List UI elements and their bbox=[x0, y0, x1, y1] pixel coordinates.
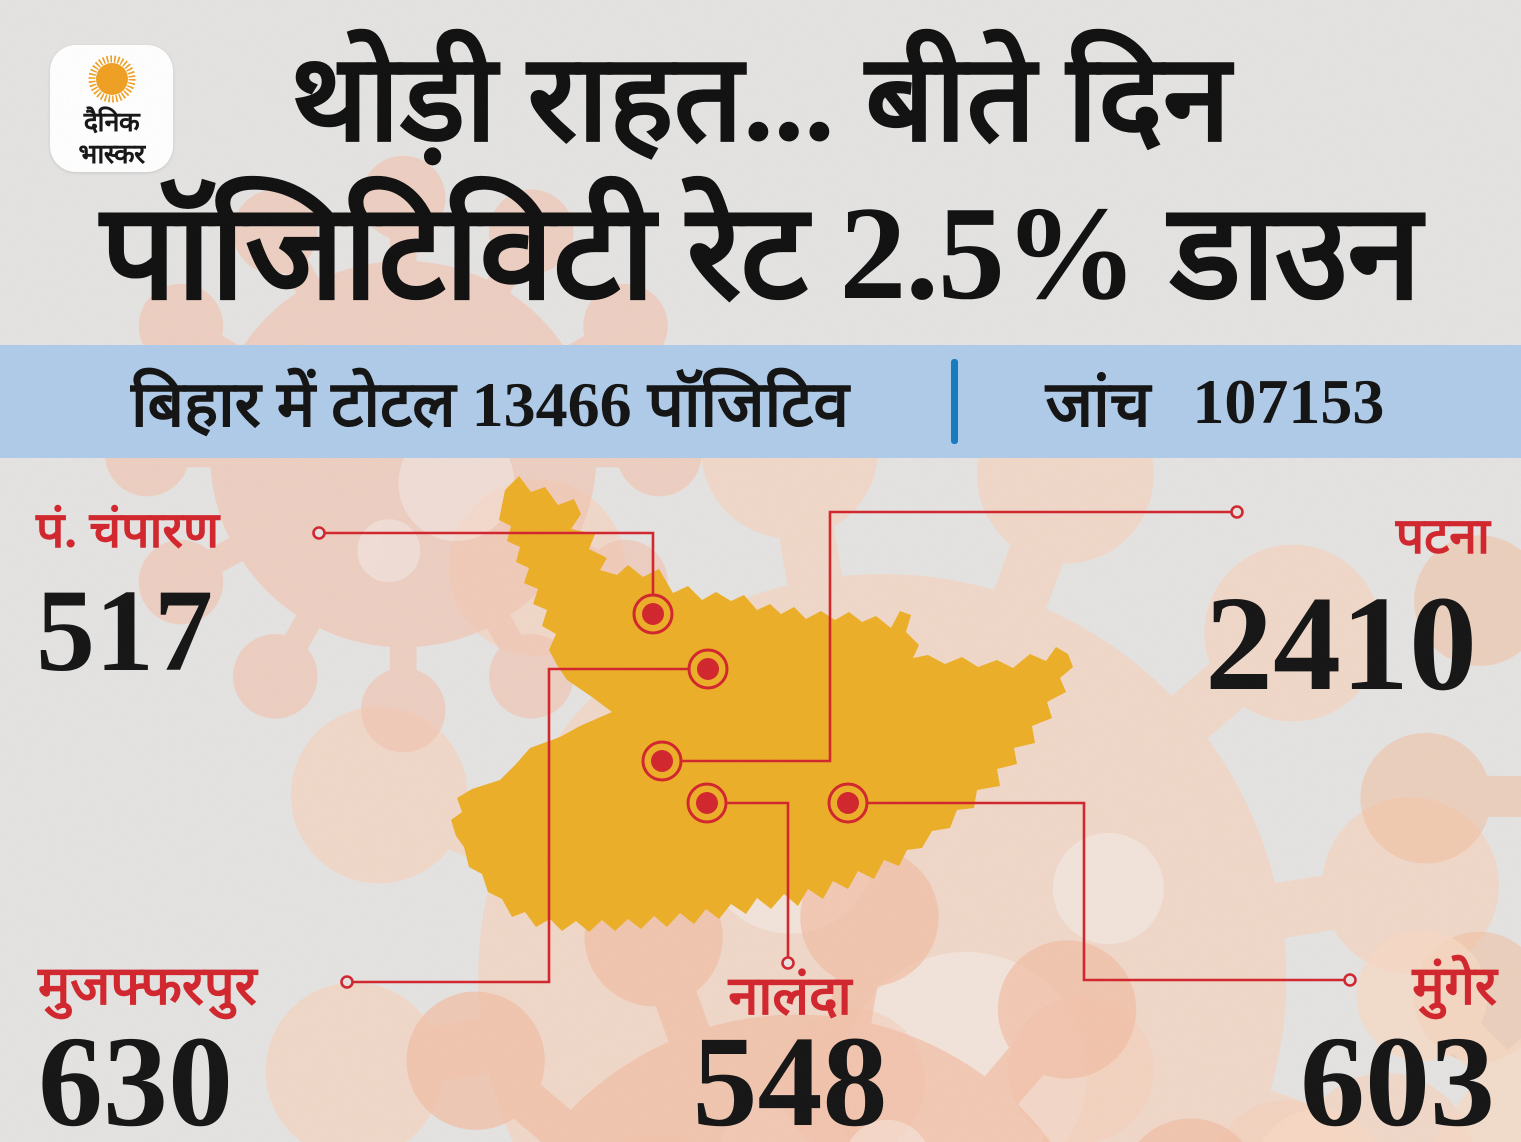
tests-value: 107153 bbox=[1192, 365, 1385, 437]
logo-text-line2: भास्कर bbox=[78, 139, 145, 169]
dainik-bhaskar-logo: दैनिक भास्कर bbox=[50, 45, 173, 172]
connector-munger bbox=[867, 801, 1357, 987]
logo-text-line1: दैनिक bbox=[83, 107, 140, 137]
district-label-munger: मुंगेर bbox=[1412, 956, 1497, 1016]
band-divider bbox=[951, 359, 958, 444]
sun-icon bbox=[88, 55, 135, 103]
headline-line2: पॉजिटिविटी रेट 2.5% डाउन bbox=[100, 179, 1421, 327]
district-label-muzaffarpur: मुजफ्फरपुर bbox=[38, 956, 257, 1016]
tests-label: जांच bbox=[1045, 369, 1151, 440]
total-positive-text: बिहार में टोटल 13466 पॉजिटिव bbox=[130, 369, 849, 440]
district-label-champaran: पं. चंपारण bbox=[36, 502, 220, 558]
stats-band: बिहार में टोटल 13466 पॉजिटिव जांच 107153 bbox=[0, 345, 1521, 458]
bihar-map-shape bbox=[451, 476, 1073, 932]
district-label-patna: पटना bbox=[1395, 508, 1490, 564]
tests-group: जांच 107153 bbox=[1000, 345, 1430, 458]
district-value-nalanda: 548 bbox=[692, 1010, 888, 1142]
district-value-muzaffarpur: 630 bbox=[38, 1010, 233, 1142]
district-value-munger: 603 bbox=[1300, 1010, 1495, 1142]
headline-line1: थोड़ी राहत... बीते दिन bbox=[290, 32, 1231, 167]
district-value-patna: 2410 bbox=[1205, 569, 1477, 719]
district-value-champaran: 517 bbox=[36, 565, 213, 696]
